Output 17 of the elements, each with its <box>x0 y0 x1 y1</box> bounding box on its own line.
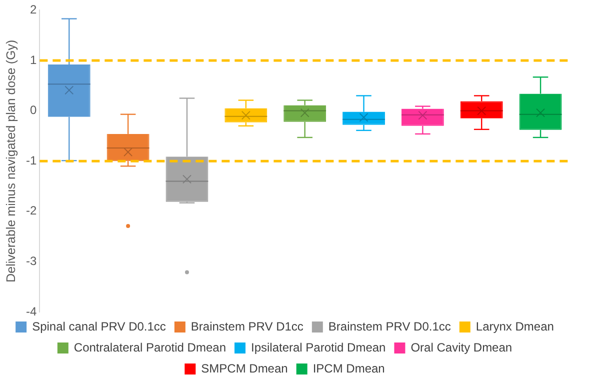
legend-label: Larynx Dmean <box>476 319 554 334</box>
y-tick-label: -2 <box>26 204 37 218</box>
y-tick-label: 1 <box>30 52 37 67</box>
y-tick-label: -4 <box>26 304 37 318</box>
legend-label: Brainstem PRV D0.1cc <box>328 319 451 334</box>
y-tick-label: -3 <box>26 254 37 268</box>
legend-label: SMPCM Dmean <box>201 361 288 376</box>
legend-label: IPCM Dmean <box>312 361 385 376</box>
y-tick-label: 2 <box>30 2 37 17</box>
y-tick-label: -1 <box>26 153 37 168</box>
y-axis-title: Deliverable minus navigated plan dose (Gy) <box>4 40 18 282</box>
legend-label: Ipsilateral Parotid Dmean <box>250 340 386 354</box>
legend-label: Spinal canal PRV D0.1cc <box>32 319 166 334</box>
y-tick-label: 0 <box>30 103 37 118</box>
legend-label: Brainstem PRV D1cc <box>190 319 304 334</box>
legend-label: Contralateral Parotid Dmean <box>74 340 226 354</box>
legend-label: Oral Cavity Dmean <box>410 340 512 354</box>
